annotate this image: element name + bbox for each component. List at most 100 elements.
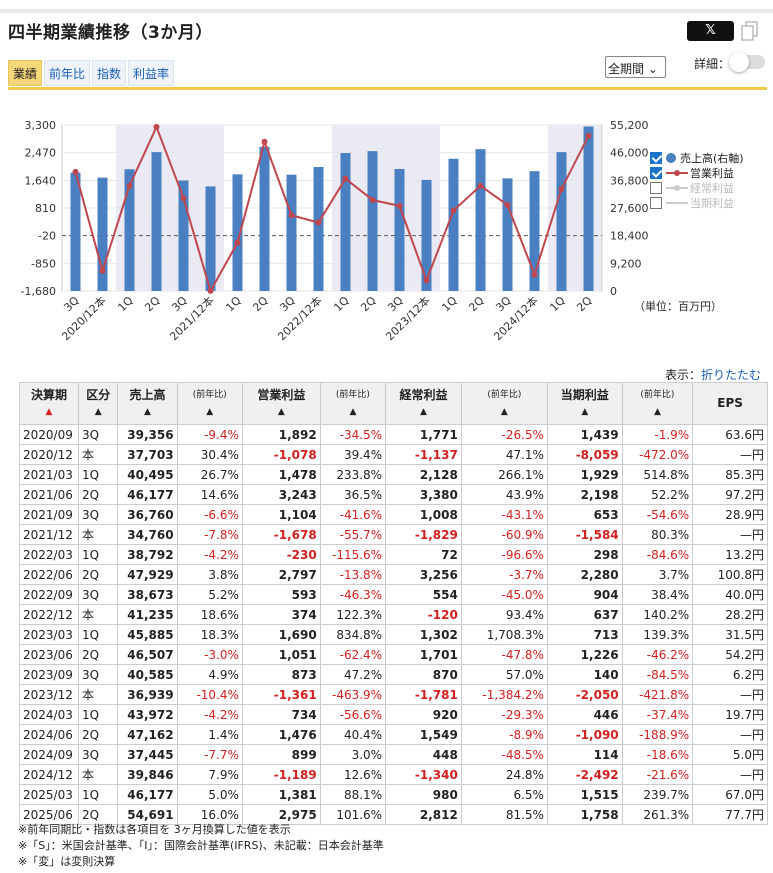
sort-arrow-icon[interactable]: ▲ — [94, 406, 102, 417]
sales-bar — [340, 153, 351, 291]
table-cell: 2,975 — [241, 804, 321, 825]
table-cell: 140.2% — [621, 604, 694, 625]
table-cell: 1,771 — [385, 424, 462, 445]
table-cell: -1,137 — [385, 444, 462, 465]
legend-label-operating: 営業利益 — [690, 166, 734, 180]
legend-checkbox-sales[interactable] — [650, 151, 662, 164]
sort-arrow-icon[interactable]: ▲ — [277, 406, 285, 417]
table-cell: 18.3% — [176, 624, 243, 645]
operating-profit-point — [207, 287, 214, 294]
table-cell: 47.2% — [319, 664, 387, 685]
table-cell: -9.4% — [176, 424, 243, 445]
table-row: 2024/09 3Q 37,445 -7.7% 899 3.0% 448 -48.5% 114-… — [19, 744, 768, 765]
table-cell: 1,892 — [241, 424, 321, 445]
column-header[interactable]: 営業利益 ▲ — [241, 382, 321, 425]
table-cell: —円 — [692, 724, 768, 745]
y-tick-label-left: -20 — [38, 230, 56, 243]
table-cell: 93.4% — [460, 604, 548, 625]
table-cell: 41,235 — [117, 604, 178, 625]
footnotes: ※前年同期比・指数は各項目を 3ヶ月換算した値を表示 ※「S」：米国会計基準、「… — [18, 822, 384, 870]
table-cell: 1.4% — [176, 724, 243, 745]
table-cell: 6.5% — [460, 784, 548, 805]
sort-arrow-icon[interactable]: ▲ — [500, 406, 508, 417]
column-header[interactable]: EPS — [692, 382, 768, 425]
sort-arrow-icon[interactable]: ▲ — [144, 406, 151, 417]
table-cell: -1,340 — [385, 764, 462, 785]
copy-icon[interactable] — [741, 21, 759, 41]
legend-checkbox-ordinary[interactable] — [650, 181, 662, 194]
legend-item-operating[interactable]: 営業利益 — [650, 165, 744, 180]
detail-toggle[interactable] — [729, 52, 765, 72]
table-cell: 2022/12 — [19, 604, 79, 625]
tab-index[interactable]: 指数 — [92, 60, 127, 86]
sort-arrow-icon[interactable]: ▲ — [653, 406, 661, 417]
tab-margin[interactable]: 利益率 — [128, 60, 175, 86]
table-cell: 3Q — [77, 504, 119, 525]
table-cell: 261.3% — [621, 804, 694, 825]
column-header-label: (前年比) — [192, 389, 227, 400]
fold-link[interactable]: 折りたたむ — [701, 368, 762, 382]
tab-bar: 業績 前年比 指数 利益率 — [8, 60, 176, 86]
table-cell: 1Q — [77, 704, 119, 725]
table-cell: 39,356 — [117, 424, 178, 445]
column-header[interactable]: 区分 ▲ — [77, 382, 119, 425]
table-cell: -37.4% — [621, 704, 694, 725]
table-cell: 2,198 — [546, 484, 623, 505]
table-cell: 43.9% — [460, 484, 548, 505]
table-cell: -1,189 — [241, 764, 321, 785]
table-cell: 834.8% — [319, 624, 387, 645]
table-row: 2023/12 本 36,939 -10.4% -1,361 -463.9% -1,781-… — [19, 684, 768, 705]
operating-profit-point — [396, 202, 403, 209]
legend-item-ordinary[interactable]: 経常利益 — [650, 180, 744, 195]
legend-checkbox-operating[interactable] — [650, 166, 662, 179]
sales-bar — [286, 174, 297, 291]
column-header[interactable]: 当期利益 ▲ — [546, 382, 623, 425]
column-header[interactable]: 売上高 ▲ — [117, 382, 178, 425]
table-cell: 5.2% — [176, 584, 243, 605]
column-header[interactable]: (前年比) ▲ — [176, 382, 243, 425]
operating-profit-point — [450, 207, 457, 214]
column-header[interactable]: 決算期 ▲ — [19, 382, 79, 425]
table-cell: 448 — [385, 744, 462, 765]
sales-bar — [556, 152, 567, 291]
legend-item-sales[interactable]: 売上高(右軸) — [650, 150, 744, 165]
table-cell: -3.0% — [176, 644, 243, 665]
table-cell: -55.7% — [319, 524, 387, 545]
operating-profit-line — [74, 124, 590, 294]
operating-profit-point — [99, 267, 106, 274]
table-row: 2020/12 本 37,703 30.4% -1,078 39.4% -1,137 47.1… — [19, 444, 768, 465]
sort-arrow-icon[interactable]: ▲ — [420, 406, 427, 417]
table-cell: 31.5円 — [692, 624, 768, 645]
legend-label-net: 当期利益 — [690, 196, 734, 210]
sort-arrow-icon[interactable]: ▲ — [581, 406, 589, 417]
operating-profit-point — [477, 182, 484, 189]
table-cell: 2Q — [77, 564, 119, 585]
table-cell: 40.0円 — [692, 584, 768, 605]
sales-bar — [529, 171, 540, 291]
table-cell: -3.7% — [460, 564, 548, 585]
sort-arrow-icon[interactable]: ▲ — [206, 406, 214, 417]
table-cell: 1,008 — [385, 504, 462, 525]
table-row: 2025/03 1Q 46,177 5.0% 1,381 88.1% 980 6.5% 1,51… — [19, 784, 768, 805]
tab-results[interactable]: 業績 — [8, 60, 43, 86]
table-cell: -7.8% — [176, 524, 243, 545]
legend-item-net[interactable]: 当期利益 — [650, 195, 744, 210]
y-tick-label-right: 18,400 — [610, 230, 649, 243]
share-x-button[interactable]: 𝕏 — [687, 21, 734, 41]
top-divider — [0, 9, 773, 13]
operating-profit-point — [423, 277, 430, 284]
table-cell: 6.2円 — [692, 664, 768, 685]
tab-yoy[interactable]: 前年比 — [44, 60, 91, 86]
table-cell: 72 — [385, 544, 462, 565]
legend-checkbox-net[interactable] — [650, 196, 662, 209]
column-header[interactable]: (前年比) ▲ — [621, 382, 694, 425]
sort-arrow-icon[interactable]: ▲ — [349, 406, 357, 417]
period-select[interactable]: 全期間 ⌄ — [605, 56, 666, 78]
column-header[interactable]: 経常利益 ▲ — [385, 382, 462, 425]
column-header[interactable]: (前年比) ▲ — [460, 382, 548, 425]
sales-bar — [151, 152, 162, 291]
column-header[interactable]: (前年比) ▲ — [319, 382, 387, 425]
sort-arrow-icon[interactable]: ▲ — [45, 406, 53, 417]
x-tick-label: 1Q — [115, 294, 136, 315]
sales-bar — [70, 172, 81, 291]
